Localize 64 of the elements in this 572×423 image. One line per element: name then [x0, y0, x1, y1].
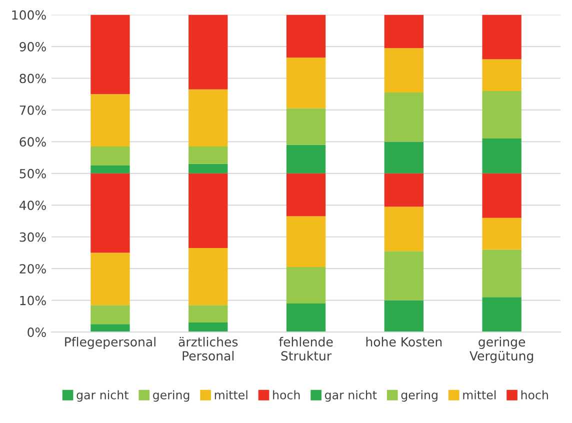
- bar: [90, 324, 130, 332]
- bar: [286, 304, 326, 332]
- y-tick-label: 20%: [20, 264, 46, 274]
- legend-label: hoch: [521, 390, 548, 400]
- bar: [482, 250, 522, 298]
- bar: [384, 300, 424, 332]
- bar: [90, 94, 130, 146]
- bar: [482, 297, 522, 332]
- legend-label: gar nicht: [324, 390, 377, 402]
- bar: [90, 252, 130, 306]
- bar: [286, 173, 326, 216]
- bar: [90, 14, 130, 94]
- bar: [482, 173, 522, 218]
- bar: [188, 146, 228, 164]
- y-tick-label: 90%: [20, 42, 46, 52]
- bar: [384, 142, 424, 174]
- y-tick-label: 50%: [20, 168, 46, 178]
- x-tick-label: hohe Kosten: [366, 336, 442, 347]
- bar: [188, 322, 228, 332]
- bar: [286, 58, 326, 108]
- bar: [384, 14, 424, 48]
- bar: [286, 216, 326, 268]
- legend-label: gering: [401, 390, 438, 402]
- x-tick-label: geringe Vergütung: [470, 336, 534, 364]
- x-tick-label: Pflegepersonal: [65, 336, 156, 350]
- bar: [482, 138, 522, 174]
- bar: [188, 173, 228, 248]
- bar: [286, 267, 326, 304]
- y-tick-label: 30%: [20, 232, 46, 242]
- y-tick-label: 40%: [19, 200, 46, 210]
- bar: [188, 164, 228, 174]
- bar: [286, 144, 326, 174]
- bar: [286, 108, 326, 145]
- bar: [90, 173, 130, 253]
- x-tick-label: ärztliches Personal: [178, 336, 238, 361]
- legend-label: hoch: [273, 390, 300, 400]
- y-tick-label: 0%: [28, 328, 46, 337]
- y-tick-label: 60%: [20, 137, 46, 147]
- legend-label: mittel: [214, 390, 248, 400]
- bar: [90, 166, 130, 174]
- y-tick-label: 10%: [20, 296, 46, 306]
- bar: [188, 305, 228, 323]
- y-tick-label: 80%: [20, 74, 46, 84]
- bar: [384, 48, 424, 93]
- bar: [384, 173, 424, 207]
- legend-label: gering: [153, 390, 190, 402]
- bar: [384, 92, 424, 142]
- y-tick-label: 70%: [20, 105, 46, 115]
- bar: [90, 305, 130, 324]
- bar: [188, 248, 228, 306]
- legend-label: gar nicht: [76, 390, 128, 402]
- bar: [188, 14, 228, 90]
- bar: [286, 14, 326, 58]
- y-tick-label: 100%: [12, 10, 46, 20]
- bar: [482, 90, 522, 139]
- x-tick-label: fehlende Struktur: [278, 336, 333, 361]
- bar: [384, 251, 424, 300]
- bar: [90, 146, 130, 166]
- legend-label: mittel: [463, 390, 496, 400]
- bar: [482, 14, 522, 60]
- bar: [482, 59, 522, 91]
- bar: [188, 89, 228, 146]
- bar: [384, 206, 424, 252]
- bar: [482, 218, 522, 250]
